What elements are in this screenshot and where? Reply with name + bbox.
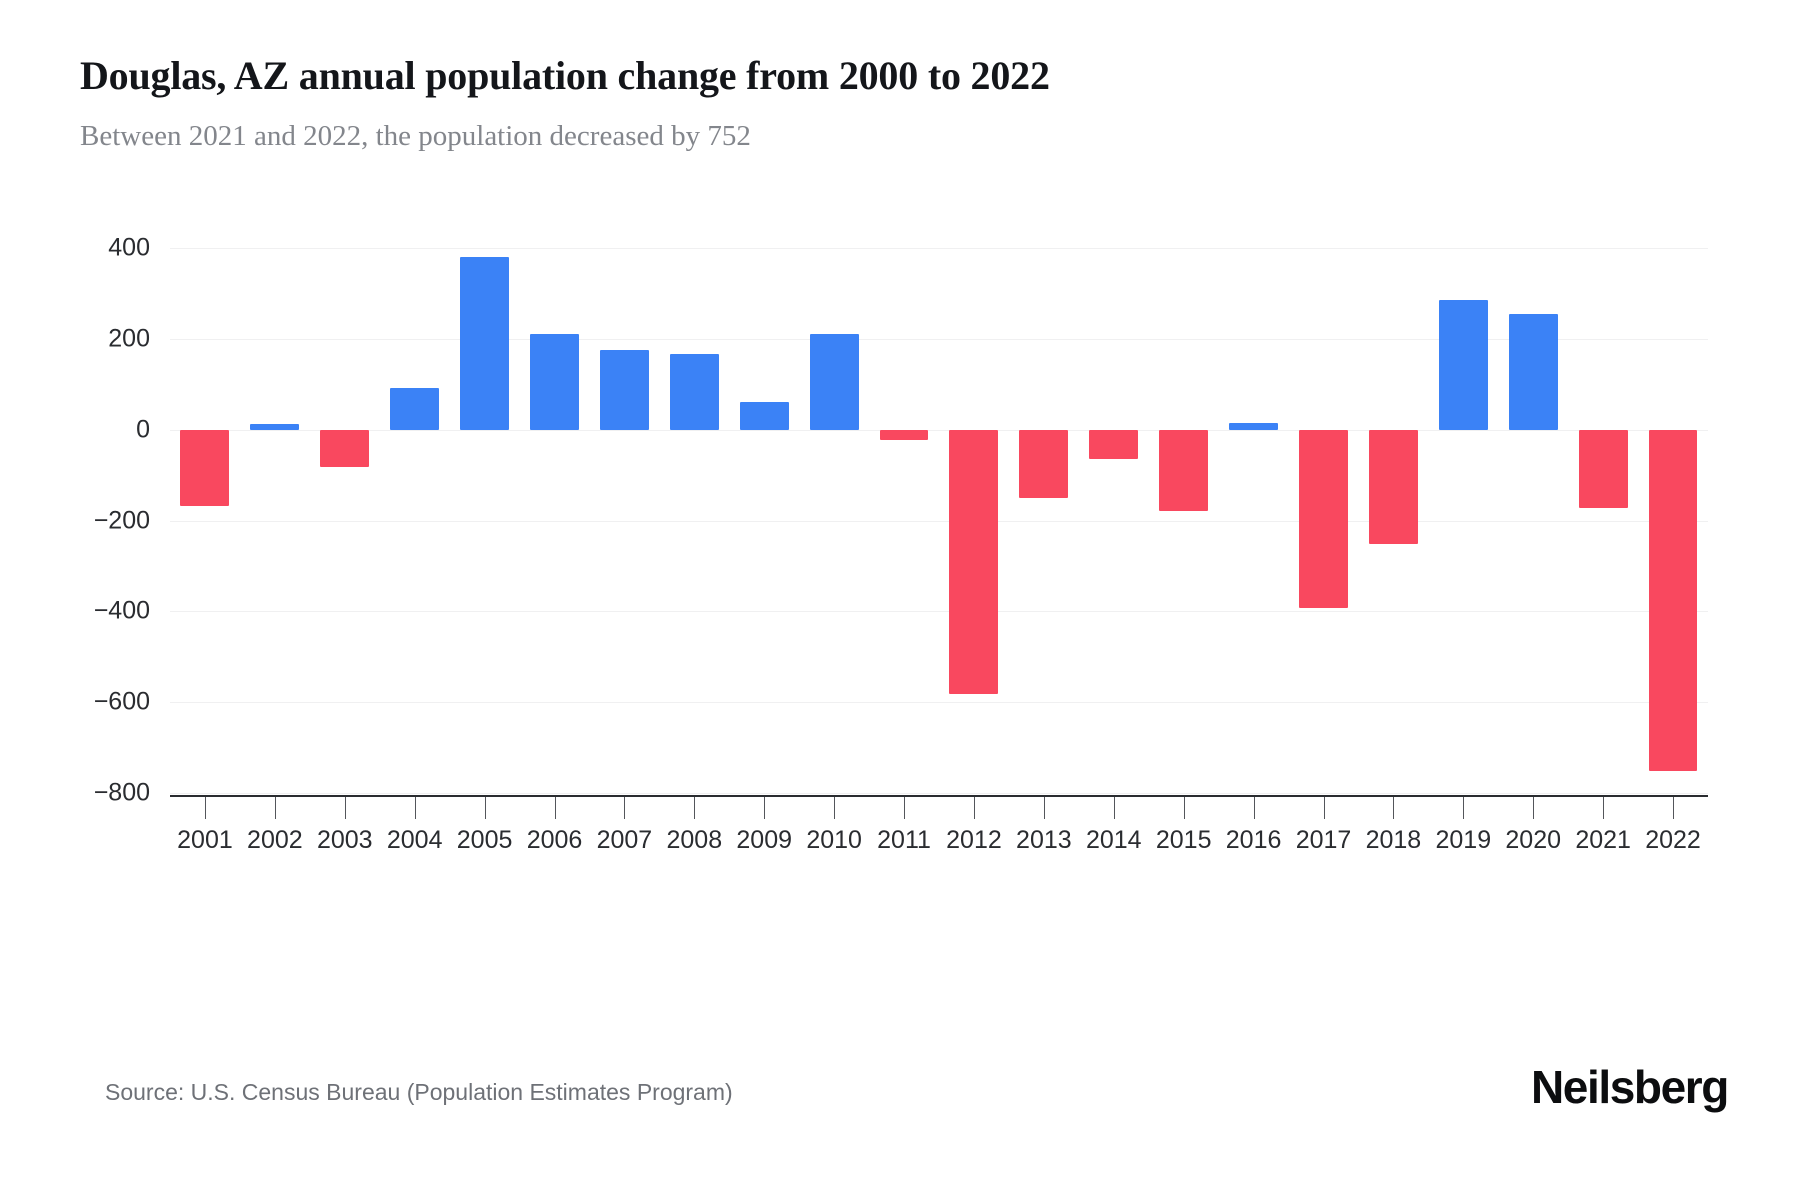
x-axis-tick (973, 797, 975, 819)
bar-2015[interactable] (1159, 429, 1209, 512)
bar-2002[interactable] (250, 424, 300, 430)
bar-2006[interactable] (530, 334, 579, 430)
x-axis-tick (1393, 797, 1395, 819)
source-note: Source: U.S. Census Bureau (Population E… (105, 1079, 733, 1105)
bar-2007[interactable] (599, 349, 649, 430)
x-axis-tick (1533, 797, 1535, 819)
x-axis-label-2015: 2015 (1155, 826, 1212, 854)
gridline (170, 520, 1708, 522)
x-axis-tick (1323, 797, 1325, 819)
x-axis-label-2009: 2009 (736, 826, 793, 854)
x-axis-tick (904, 797, 906, 819)
x-axis-label-2007: 2007 (596, 826, 653, 854)
x-axis-tick (624, 797, 626, 819)
x-axis-label-2002: 2002 (247, 826, 303, 854)
x-axis-label-2008: 2008 (666, 826, 723, 854)
x-axis-label-2016: 2016 (1225, 826, 1282, 854)
x-axis-label-2005: 2005 (456, 826, 513, 854)
bar-2005[interactable] (460, 257, 510, 430)
x-axis-tick (1673, 797, 1675, 819)
gridline (170, 702, 1708, 704)
x-axis-tick (1603, 797, 1605, 819)
x-axis-tick (484, 797, 486, 819)
x-axis-label-2019: 2019 (1435, 826, 1492, 854)
x-axis-label-2018: 2018 (1365, 826, 1422, 854)
page-title: Douglas, AZ annual population change fro… (80, 53, 1050, 98)
bar-2021[interactable] (1578, 429, 1628, 508)
x-axis-tick (1253, 797, 1255, 819)
x-axis-tick (764, 797, 766, 819)
gridline (170, 793, 1708, 794)
x-axis-tick (344, 797, 346, 819)
bar-2020[interactable] (1508, 313, 1558, 430)
bar-2011[interactable] (879, 429, 929, 440)
x-axis-label-2012: 2012 (946, 826, 1002, 854)
y-axis-tick-label: −400 (93, 596, 150, 625)
x-axis-tick (414, 797, 416, 819)
x-axis-label-2017: 2017 (1295, 826, 1352, 854)
x-axis-label-2004: 2004 (386, 826, 443, 854)
bar-2013[interactable] (1019, 429, 1069, 498)
bar-series (170, 248, 1708, 793)
x-axis-tick (694, 797, 696, 819)
x-axis-label-2001: 2001 (177, 826, 233, 854)
bar-2017[interactable] (1299, 429, 1348, 608)
x-axis-label-2022: 2022 (1645, 826, 1701, 854)
bar-2016[interactable] (1229, 423, 1279, 430)
x-axis-label-2011: 2011 (877, 826, 931, 854)
x-axis-label-2006: 2006 (526, 826, 583, 854)
brand-logo: Neilsberg (1530, 1061, 1729, 1113)
x-axis-tick (1463, 797, 1465, 819)
bar-2018[interactable] (1368, 429, 1418, 545)
x-axis-tick (274, 797, 276, 819)
gridline (170, 338, 1708, 340)
x-axis-tick (1183, 797, 1185, 819)
bar-2014[interactable] (1089, 429, 1139, 460)
gridline (170, 248, 1708, 249)
plot-area (170, 248, 1708, 794)
x-axis-label-2003: 2003 (316, 826, 373, 854)
gridline (170, 611, 1708, 613)
x-axis-label-2010: 2010 (806, 826, 862, 854)
bar-2022[interactable] (1648, 429, 1698, 772)
y-axis-tick-label: 200 (108, 324, 150, 353)
x-axis-label-2020: 2020 (1505, 826, 1562, 854)
bar-2009[interactable] (739, 402, 789, 430)
x-axis-tick (1043, 797, 1045, 819)
bar-2003[interactable] (320, 429, 370, 467)
x-axis-label-2013: 2013 (1016, 826, 1072, 854)
x-axis-line (170, 795, 1708, 797)
bar-2004[interactable] (390, 387, 440, 430)
y-axis-tick-label: −600 (93, 687, 150, 716)
y-axis-tick-label: −800 (93, 778, 150, 807)
y-axis-tick-label: −200 (93, 506, 150, 534)
bar-2008[interactable] (669, 354, 719, 430)
bar-2019[interactable] (1438, 300, 1488, 430)
y-axis-tick-label: 400 (108, 233, 150, 262)
bar-2012[interactable] (949, 429, 999, 694)
x-axis-tick (204, 797, 206, 819)
x-axis-label-2014: 2014 (1085, 826, 1142, 854)
bar-2010[interactable] (809, 334, 859, 430)
x-axis-tick (834, 797, 836, 819)
x-axis-tick (1113, 797, 1115, 819)
bar-2001[interactable] (180, 429, 230, 506)
gridline (170, 429, 1708, 431)
y-axis-tick-label: 0 (136, 415, 150, 444)
x-axis-tick (554, 797, 556, 819)
x-axis-label-2021: 2021 (1575, 826, 1631, 854)
page-subtitle: Between 2021 and 2022, the population de… (80, 120, 751, 152)
